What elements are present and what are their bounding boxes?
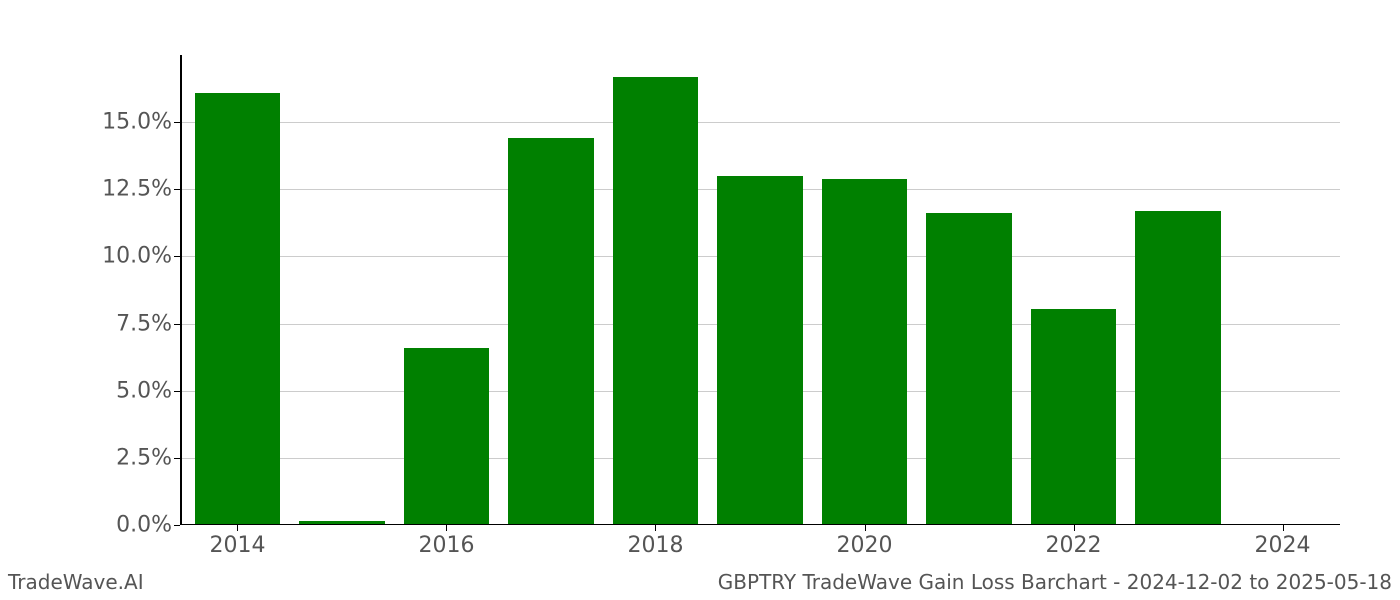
x-axis-spine xyxy=(180,524,1340,526)
x-tick-label: 2016 xyxy=(418,525,474,558)
bar xyxy=(926,213,1012,525)
y-tick-label: 10.0% xyxy=(102,244,180,269)
y-tick-label: 5.0% xyxy=(116,378,180,403)
footer-brand: TradeWave.AI xyxy=(8,570,144,594)
y-tick-label: 7.5% xyxy=(116,311,180,336)
bar xyxy=(508,138,594,525)
bar xyxy=(822,179,908,525)
x-tick-label: 2014 xyxy=(209,525,265,558)
x-tick-label: 2020 xyxy=(837,525,893,558)
bar xyxy=(717,176,803,525)
bar xyxy=(1031,309,1117,525)
chart-axes: 0.0%2.5%5.0%7.5%10.0%12.5%15.0% 20142016… xyxy=(180,55,1340,525)
y-tick-label: 2.5% xyxy=(116,445,180,470)
y-axis-spine xyxy=(180,55,182,525)
x-tick-label: 2024 xyxy=(1255,525,1311,558)
footer-caption: GBPTRY TradeWave Gain Loss Barchart - 20… xyxy=(718,570,1392,594)
bar xyxy=(404,348,490,525)
bar xyxy=(195,93,281,525)
bar xyxy=(613,77,699,526)
x-tick-label: 2018 xyxy=(627,525,683,558)
gridline xyxy=(180,122,1340,123)
y-tick-label: 0.0% xyxy=(116,513,180,538)
figure: 0.0% 2.5% 5.0% 7.5% 10.0% 12.5% 15.0% 2014 2016… xyxy=(0,0,1400,600)
y-tick-label: 12.5% xyxy=(102,177,180,202)
x-tick-label: 2022 xyxy=(1046,525,1102,558)
bar xyxy=(1135,211,1221,525)
y-tick-label: 15.0% xyxy=(102,110,180,135)
